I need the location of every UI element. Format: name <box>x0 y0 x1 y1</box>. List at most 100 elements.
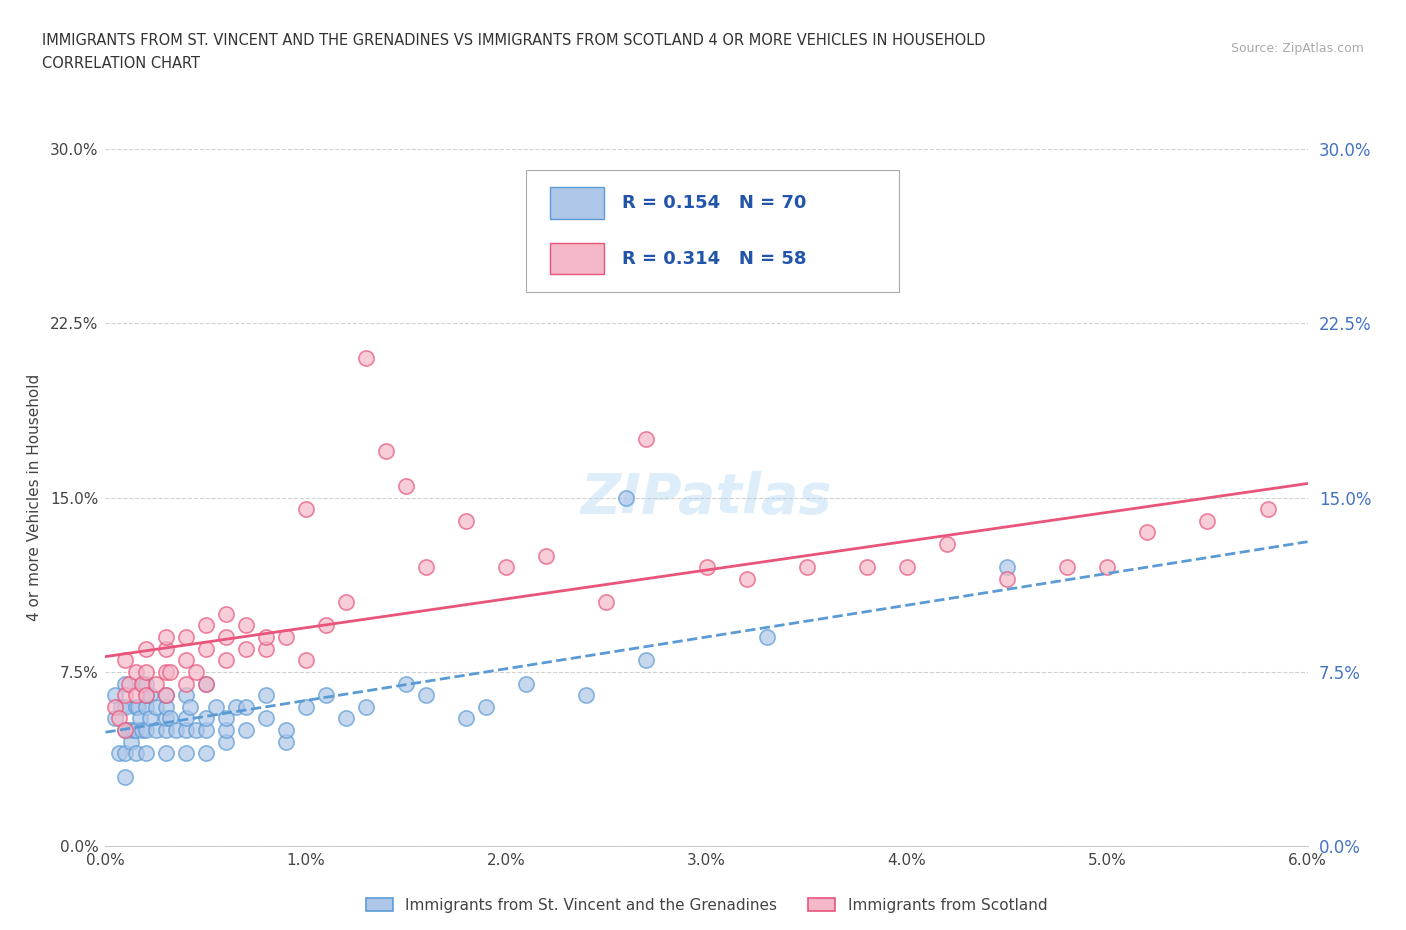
Point <box>454 513 477 528</box>
Point <box>131 723 153 737</box>
Point <box>696 560 718 575</box>
Point <box>118 676 141 691</box>
Point <box>122 723 145 737</box>
Point <box>315 618 337 633</box>
Point <box>214 711 236 726</box>
Point <box>354 699 377 714</box>
Point <box>114 688 136 703</box>
Point <box>235 699 257 714</box>
Point <box>274 630 297 644</box>
Point <box>114 769 136 784</box>
Point <box>121 735 143 750</box>
Point <box>145 699 167 714</box>
Point <box>214 606 236 621</box>
Point <box>254 642 277 657</box>
Point <box>114 676 136 691</box>
Point <box>575 688 598 703</box>
Point <box>108 711 131 726</box>
Point <box>315 688 337 703</box>
Point <box>155 688 177 703</box>
Point <box>254 630 277 644</box>
Y-axis label: 4 or more Vehicles in Household: 4 or more Vehicles in Household <box>27 374 42 621</box>
Point <box>155 723 177 737</box>
Point <box>295 653 318 668</box>
Point <box>138 711 160 726</box>
Point <box>1056 560 1078 575</box>
Point <box>165 723 187 737</box>
Point <box>415 688 437 703</box>
Point <box>135 746 157 761</box>
Point <box>995 571 1018 587</box>
Point <box>636 432 658 447</box>
Text: R = 0.154   N = 70: R = 0.154 N = 70 <box>623 193 807 212</box>
FancyBboxPatch shape <box>550 243 605 274</box>
Point <box>616 490 638 505</box>
Point <box>896 560 918 575</box>
Point <box>124 723 146 737</box>
Point <box>104 711 127 726</box>
Point <box>374 444 398 458</box>
Point <box>995 560 1018 575</box>
Point <box>214 653 236 668</box>
Point <box>214 735 236 750</box>
Point <box>335 595 357 610</box>
Point <box>155 665 177 680</box>
Point <box>114 723 136 737</box>
Point <box>454 711 477 726</box>
Point <box>138 688 160 703</box>
Point <box>124 688 146 703</box>
Point <box>174 653 197 668</box>
Point <box>235 618 257 633</box>
Point <box>235 723 257 737</box>
Point <box>415 560 437 575</box>
Point <box>194 723 217 737</box>
Point <box>179 699 201 714</box>
Point <box>145 723 167 737</box>
Point <box>274 735 297 750</box>
Point <box>796 560 818 575</box>
Point <box>204 699 226 714</box>
Point <box>124 699 146 714</box>
Point <box>1197 513 1219 528</box>
Point <box>174 676 197 691</box>
Point <box>515 676 537 691</box>
Point <box>194 676 217 691</box>
Point <box>135 642 157 657</box>
Point <box>1097 560 1119 575</box>
Point <box>174 711 197 726</box>
Point <box>495 560 517 575</box>
Legend: Immigrants from St. Vincent and the Grenadines, Immigrants from Scotland: Immigrants from St. Vincent and the Gren… <box>360 892 1053 919</box>
Point <box>155 699 177 714</box>
Point <box>214 630 236 644</box>
Point <box>155 711 177 726</box>
Point <box>214 723 236 737</box>
Point <box>159 665 181 680</box>
Point <box>114 723 136 737</box>
Point <box>135 665 157 680</box>
Point <box>395 479 418 494</box>
Point <box>755 630 778 644</box>
Point <box>135 688 157 703</box>
Point <box>184 723 207 737</box>
Point <box>104 699 127 714</box>
Point <box>855 560 877 575</box>
Point <box>534 549 557 564</box>
Text: ZIPatlas: ZIPatlas <box>581 471 832 525</box>
Point <box>295 502 318 517</box>
Point <box>155 630 177 644</box>
Point <box>110 699 132 714</box>
Point <box>595 595 617 610</box>
Text: CORRELATION CHART: CORRELATION CHART <box>42 56 200 71</box>
FancyBboxPatch shape <box>526 170 898 292</box>
Point <box>145 676 167 691</box>
Point <box>254 688 277 703</box>
Point <box>114 699 136 714</box>
Point <box>184 665 207 680</box>
Point <box>1136 525 1159 540</box>
Point <box>174 723 197 737</box>
Point <box>235 642 257 657</box>
Point <box>735 571 758 587</box>
Point <box>225 699 247 714</box>
Point <box>108 746 131 761</box>
Point <box>114 653 136 668</box>
